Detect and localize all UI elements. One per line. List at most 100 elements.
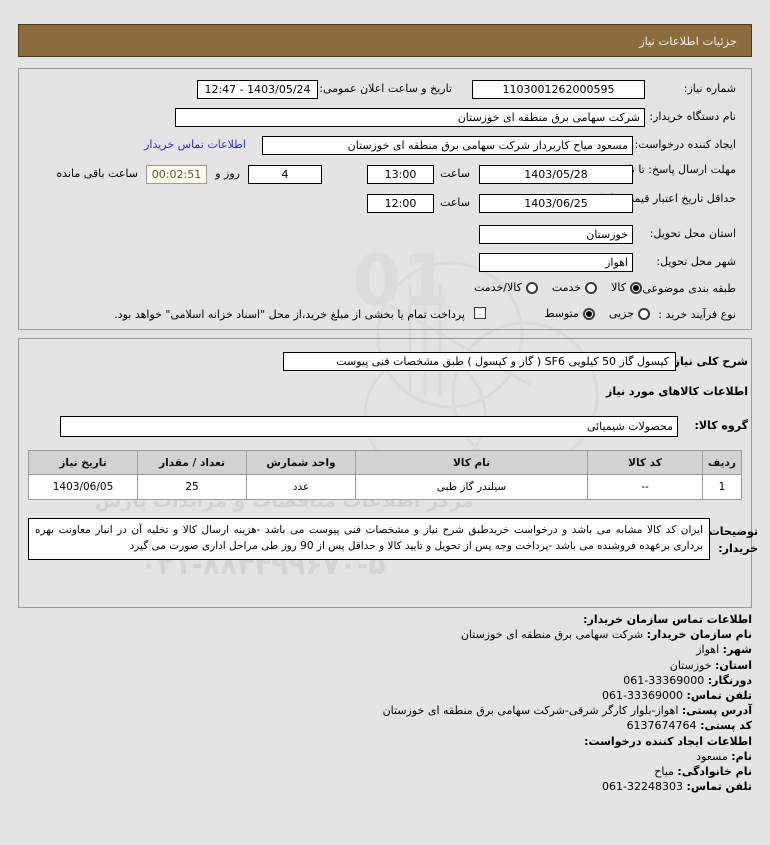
classification-option-kala-label: کالا — [611, 281, 626, 294]
buyer-org-value: شرکت سهامی برق منطقه ای خوزستان — [175, 108, 645, 127]
cell-row-no: 1 — [702, 474, 742, 500]
need-summary-value: کپسول گاز 50 کیلویی SF6 ( گاز و کپسول ) … — [283, 352, 676, 371]
creator-first-name-row: نام: مسعود — [383, 749, 752, 764]
delivery-province-value: خوزستان — [479, 225, 633, 244]
classification-option-both-label: کالا/خدمت — [474, 281, 522, 294]
contact-city-key: شهر: — [722, 643, 752, 657]
process-option-jozi[interactable]: جزیی — [609, 307, 650, 320]
contact-province-row: استان: خوزستان — [383, 658, 752, 673]
buyer-notes-label: توضیحات خریدار: — [708, 525, 758, 555]
buyer-org-label: نام دستگاه خریدار: — [649, 110, 736, 123]
reply-deadline-label: مهلت ارسال پاسخ: تا تاریخ: — [609, 163, 736, 176]
table-row: 1 -- سیلندر گاز طبی عدد 25 1403/06/05 — [28, 474, 742, 500]
contact-address-row: آدرس پستی: اهواز-بلوار کارگر شرقی-شرکت س… — [383, 703, 752, 718]
creator-phone-key: تلفن تماس: — [686, 780, 752, 794]
contact-phone-value: 33369000-061 — [602, 689, 684, 703]
radio-both-icon[interactable] — [525, 281, 538, 294]
contact-fax-value: 33369000-061 — [623, 673, 705, 687]
classification-option-kala[interactable]: کالا — [611, 281, 642, 294]
process-option-motavaset-label: متوسط — [544, 307, 579, 320]
table-header-row: ردیف کد کالا نام کالا واحد شمارش تعداد /… — [28, 450, 742, 475]
buyer-org-contact-heading: اطلاعات تماس سازمان خریدار: — [583, 613, 752, 626]
process-option-motavaset[interactable]: متوسط — [544, 307, 595, 320]
col-quantity: تعداد / مقدار — [137, 450, 247, 475]
creator-phone-row: تلفن تماس: 32248303-061 — [383, 779, 752, 794]
radio-jozi-icon[interactable] — [638, 307, 650, 320]
delivery-city-value: اهواز — [479, 253, 633, 272]
cell-unit: عدد — [246, 474, 356, 500]
col-name: نام کالا — [355, 450, 588, 475]
goods-table: ردیف کد کالا نام کالا واحد شمارش تعداد /… — [28, 450, 742, 500]
page-title: جزئیات اطلاعات نیاز — [639, 33, 737, 48]
treasury-bonds-note: پرداخت تمام یا بخشی از مبلغ خرید،از محل … — [114, 308, 465, 321]
cell-name: سیلندر گاز طبی — [355, 474, 588, 500]
creator-contact-heading: اطلاعات ایجاد کننده درخواست: — [584, 734, 752, 748]
contact-postal-row: کد پستی: 6137674764 — [383, 718, 752, 733]
contact-fax-key: دورنگار: — [707, 673, 752, 687]
creator-last-name-key: نام خانوادگی: — [677, 765, 752, 779]
radio-kala-icon[interactable] — [630, 281, 642, 294]
classification-label: طبقه بندی موضوعی: — [638, 282, 736, 295]
cell-quantity: 25 — [137, 474, 247, 500]
request-creator-value: مسعود میاح کاربرداز شرکت سهامی برق منطقه… — [262, 136, 633, 155]
col-need-date: تاریخ نیاز — [28, 450, 138, 475]
delivery-city-label: شهر محل تحویل: — [656, 255, 736, 268]
contact-org-name-value: شرکت سهامی برق منطقه ای خوزستان — [460, 628, 644, 642]
need-number-label: شماره نیاز: — [683, 82, 736, 95]
goods-section-heading: اطلاعات کالاهای مورد نیاز — [606, 385, 748, 398]
contact-postal-key: کد پستی: — [700, 719, 752, 733]
contact-org-name-key: نام سازمان خریدار: — [646, 628, 752, 642]
remaining-days-value: 4 — [248, 165, 322, 184]
creator-first-name-value: مسعود — [696, 749, 728, 763]
announce-datetime-label: تاریخ و ساعت اعلان عمومی: — [319, 82, 452, 95]
price-validity-time: 12:00 — [367, 194, 434, 213]
contact-section: اطلاعات تماس سازمان خریدار: نام سازمان خ… — [383, 612, 752, 794]
col-unit: واحد شمارش — [246, 450, 356, 475]
remaining-days-label: روز و — [215, 167, 240, 180]
contact-city-value: اهواز — [696, 643, 720, 657]
contact-province-key: استان: — [715, 658, 752, 672]
request-creator-label: ایجاد کننده درخواست: — [634, 138, 736, 151]
radio-khedmat-icon[interactable] — [585, 281, 598, 294]
reply-deadline-date: 1403/05/28 — [479, 165, 633, 184]
price-validity-date: 1403/06/25 — [479, 194, 633, 213]
need-summary-label: شرح کلی نیاز: — [669, 355, 748, 368]
contact-address-key: آدرس پستی: — [681, 704, 752, 718]
classification-option-khedmat-label: خدمت — [551, 281, 582, 294]
delivery-province-label: استان محل تحویل: — [649, 227, 736, 240]
contact-phone-key: تلفن تماس: — [686, 689, 752, 703]
cell-code: -- — [587, 474, 703, 500]
col-code: کد کالا — [587, 450, 703, 475]
contact-city-row: شهر: اهواز — [383, 642, 752, 657]
process-type-label: نوع فرآیند خرید : — [658, 308, 736, 321]
contact-phone-row: تلفن تماس: 33369000-061 — [383, 688, 752, 703]
col-row-no: ردیف — [702, 450, 742, 475]
process-option-jozi-label: جزیی — [608, 307, 634, 320]
page-title-bar: جزئیات اطلاعات نیاز — [18, 24, 752, 57]
goods-group-label: گروه کالا: — [694, 419, 748, 432]
price-validity-hour-label: ساعت — [440, 196, 470, 209]
radio-motavaset-icon[interactable] — [582, 307, 595, 320]
classification-option-both[interactable]: کالا/خدمت — [474, 281, 538, 294]
classification-option-khedmat[interactable]: خدمت — [551, 281, 598, 294]
creator-first-name-key: نام: — [731, 749, 752, 763]
contact-fax-row: دورنگار: 33369000-061 — [383, 673, 752, 688]
reply-deadline-time: 13:00 — [367, 165, 434, 184]
contact-org-name-row: نام سازمان خریدار: شرکت سهامی برق منطقه … — [383, 627, 752, 642]
contact-postal-value: 6137674764 — [626, 719, 697, 733]
creator-last-name-row: نام خانوادگی: میاح — [383, 764, 752, 779]
contact-address-value: اهواز-بلوار کارگر شرقی-شرکت سهامی برق من… — [382, 704, 679, 718]
need-number-value: 1103001262000595 — [472, 80, 645, 99]
countdown-label: ساعت باقی مانده — [56, 167, 138, 180]
creator-phone-value: 32248303-061 — [602, 780, 684, 794]
cell-need-date: 1403/06/05 — [28, 474, 138, 500]
creator-last-name-value: میاح — [654, 765, 674, 779]
countdown-timer: 00:02:51 — [146, 165, 207, 184]
buyer-contact-link[interactable]: اطلاعات تماس خریدار — [144, 138, 246, 151]
goods-group-value: محصولات شیمیائی — [60, 416, 678, 437]
treasury-bonds-checkbox[interactable] — [474, 307, 486, 319]
buyer-notes-value: ایران کد کالا مشابه می باشد و درخواست خر… — [28, 518, 710, 560]
reply-deadline-hour-label: ساعت — [440, 167, 470, 180]
announce-datetime-value: 1403/05/24 - 12:47 — [197, 80, 318, 99]
contact-province-value: خوزستان — [669, 658, 712, 672]
